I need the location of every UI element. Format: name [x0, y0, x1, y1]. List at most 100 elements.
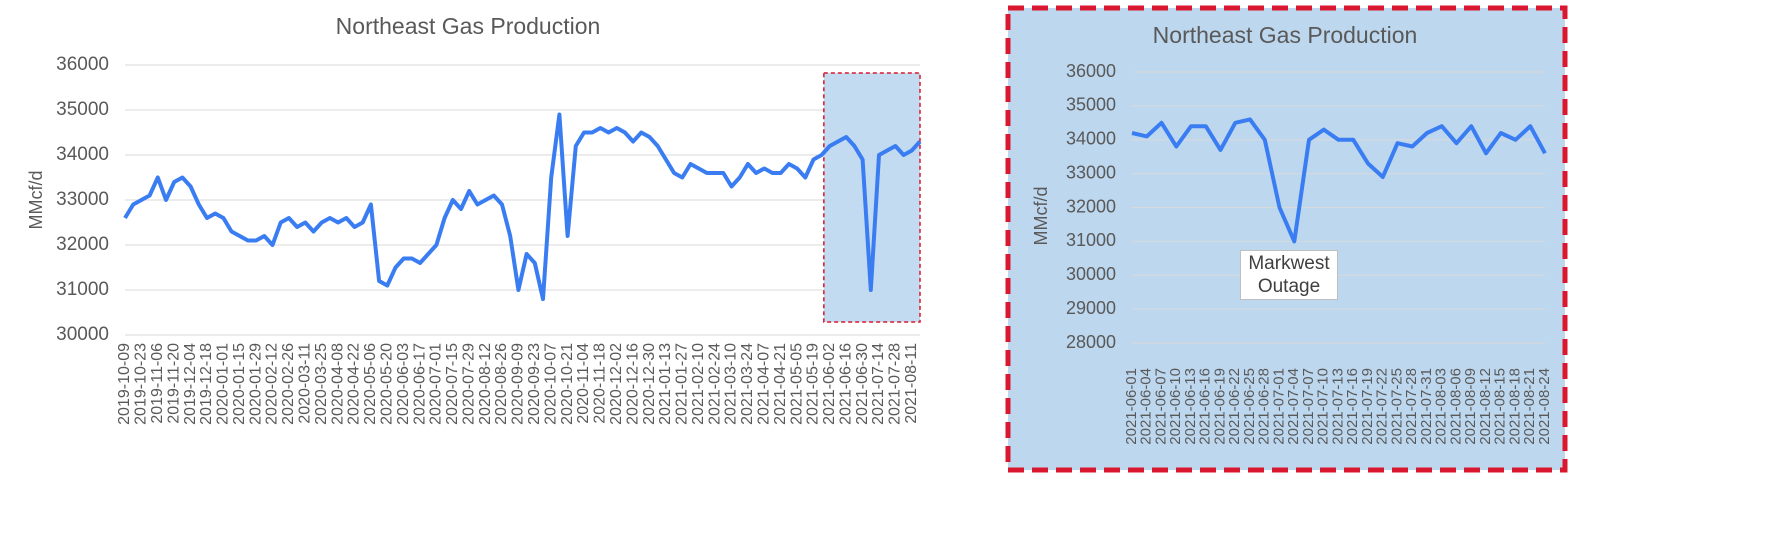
x-tick-label: 2021-04-07	[755, 343, 772, 425]
x-tick-label: 2020-12-02	[608, 343, 625, 425]
x-tick-label: 2021-07-31	[1418, 368, 1435, 445]
x-tick-label: 2021-06-22	[1226, 368, 1243, 445]
x-tick-label: 2020-04-22	[346, 343, 363, 425]
x-tick-label: 2020-07-29	[460, 343, 477, 425]
x-tick-label: 2020-08-12	[477, 343, 494, 425]
y-tick-label: 29000	[1066, 298, 1116, 318]
x-tick-label: 2020-03-25	[313, 343, 330, 425]
x-tick-label: 2020-02-12	[264, 343, 281, 425]
x-tick-label: 2020-03-11	[297, 343, 314, 424]
x-tick-label: 2021-06-28	[1256, 368, 1273, 445]
y-axis-label: MMcf/d	[1031, 186, 1051, 245]
x-tick-label: 2021-01-27	[674, 343, 691, 425]
x-tick-label: 2020-07-15	[444, 343, 461, 425]
y-tick-label: 34000	[56, 144, 109, 165]
x-tick-label: 2021-06-07	[1152, 368, 1169, 445]
x-tick-label: 2019-11-06	[149, 343, 166, 424]
x-tick-label: 2021-07-16	[1344, 368, 1361, 445]
x-tick-label: 2020-11-04	[575, 343, 592, 424]
x-tick-label: 2020-02-26	[280, 343, 297, 425]
x-tick-label: 2021-07-25	[1388, 368, 1405, 445]
y-tick-label: 30000	[56, 324, 109, 345]
x-tick-label: 2021-07-10	[1315, 368, 1332, 445]
x-tick-label: 2021-08-06	[1447, 368, 1464, 445]
x-tick-label: 2021-08-11	[903, 343, 920, 424]
x-tick-label: 2021-08-15	[1492, 368, 1509, 445]
y-tick-label: 35000	[56, 99, 109, 120]
x-tick-label: 2020-08-26	[493, 343, 510, 425]
x-tick-label: 2021-06-02	[821, 343, 838, 425]
x-tick-label: 2021-02-10	[690, 343, 707, 425]
x-tick-label: 2021-06-01	[1123, 368, 1140, 445]
y-tick-label: 33000	[56, 189, 109, 210]
x-tick-label: 2020-09-23	[526, 343, 543, 425]
x-tick-label: 2021-04-21	[772, 343, 789, 425]
x-tick-label: 2021-08-18	[1506, 368, 1523, 445]
x-tick-label: 2021-08-12	[1477, 368, 1494, 445]
y-tick-label: 35000	[1066, 95, 1116, 115]
x-tick-label: 2021-08-21	[1521, 368, 1538, 445]
x-tick-label: 2021-03-10	[723, 343, 740, 425]
x-tick-label: 2020-01-15	[231, 343, 248, 425]
y-tick-label: 32000	[1066, 196, 1116, 216]
y-axis-label: MMcf/d	[26, 170, 46, 229]
x-tick-label: 2021-07-28	[1403, 368, 1420, 445]
x-tick-label: 2021-02-24	[706, 343, 723, 425]
x-tick-label: 2021-06-25	[1241, 368, 1258, 445]
y-tick-label: 31000	[56, 279, 109, 300]
y-tick-label: 30000	[1066, 264, 1116, 284]
x-tick-label: 2020-05-06	[362, 343, 379, 425]
x-tick-label: 2019-10-23	[133, 343, 150, 425]
x-tick-label: 2021-07-01	[1270, 368, 1287, 445]
x-tick-label: 2020-04-08	[329, 343, 346, 425]
annotation: Markwest Outage	[1240, 250, 1338, 300]
x-tick-label: 2021-06-16	[1197, 368, 1214, 445]
x-tick-label: 2020-12-30	[641, 343, 658, 425]
y-tick-label: 36000	[1066, 61, 1116, 81]
x-tick-label: 2021-07-13	[1329, 368, 1346, 445]
y-tick-label: 34000	[1066, 129, 1116, 149]
x-tick-label: 2021-08-09	[1462, 368, 1479, 445]
x-tick-label: 2020-06-17	[411, 343, 428, 425]
chart-title: Northeast Gas Production	[1153, 22, 1418, 48]
x-tick-label: 2021-07-04	[1285, 368, 1302, 445]
x-tick-label: 2020-06-03	[395, 343, 412, 425]
x-tick-label: 2021-03-24	[739, 343, 756, 425]
y-tick-label: 31000	[1066, 230, 1116, 250]
x-tick-label: 2021-07-28	[887, 343, 904, 425]
x-tick-label: 2021-05-05	[788, 343, 805, 425]
x-tick-label: 2021-08-03	[1433, 368, 1450, 445]
x-tick-label: 2019-10-09	[116, 343, 133, 425]
x-tick-label: 2020-09-09	[510, 343, 527, 425]
x-tick-label: 2021-08-24	[1536, 368, 1553, 445]
x-tick-label: 2020-10-07	[542, 343, 559, 425]
x-tick-label: 2020-11-18	[592, 343, 609, 424]
x-tick-label: 2020-01-01	[215, 343, 232, 425]
x-tick-label: 2021-07-19	[1359, 368, 1376, 445]
x-tick-label: 2020-12-16	[624, 343, 641, 425]
x-tick-label: 2021-07-07	[1300, 368, 1317, 445]
x-tick-label: 2020-10-21	[559, 343, 576, 425]
x-tick-label: 2021-05-19	[805, 343, 822, 425]
x-tick-label: 2021-06-16	[837, 343, 854, 425]
x-tick-label: 2019-12-04	[182, 343, 199, 425]
x-tick-label: 2021-01-13	[657, 343, 674, 425]
x-tick-label: 2020-05-20	[378, 343, 395, 425]
y-tick-label: 28000	[1066, 332, 1116, 352]
zoom-panel	[1005, 5, 1568, 473]
x-tick-label: 2021-06-10	[1167, 368, 1184, 445]
data-line	[123, 112, 922, 301]
x-tick-label: 2020-01-29	[247, 343, 264, 425]
x-tick-label: 2019-12-18	[198, 343, 215, 425]
x-tick-label: 2021-06-19	[1211, 368, 1228, 445]
x-tick-label: 2021-07-14	[870, 343, 887, 425]
x-tick-label: 2019-11-20	[165, 343, 182, 424]
x-tick-label: 2020-07-01	[428, 343, 445, 425]
y-tick-label: 36000	[56, 54, 109, 75]
x-tick-label: 2021-06-04	[1138, 368, 1155, 445]
chart-title: Northeast Gas Production	[336, 13, 601, 39]
x-tick-label: 2021-06-30	[854, 343, 871, 425]
data-line	[1131, 117, 1547, 244]
